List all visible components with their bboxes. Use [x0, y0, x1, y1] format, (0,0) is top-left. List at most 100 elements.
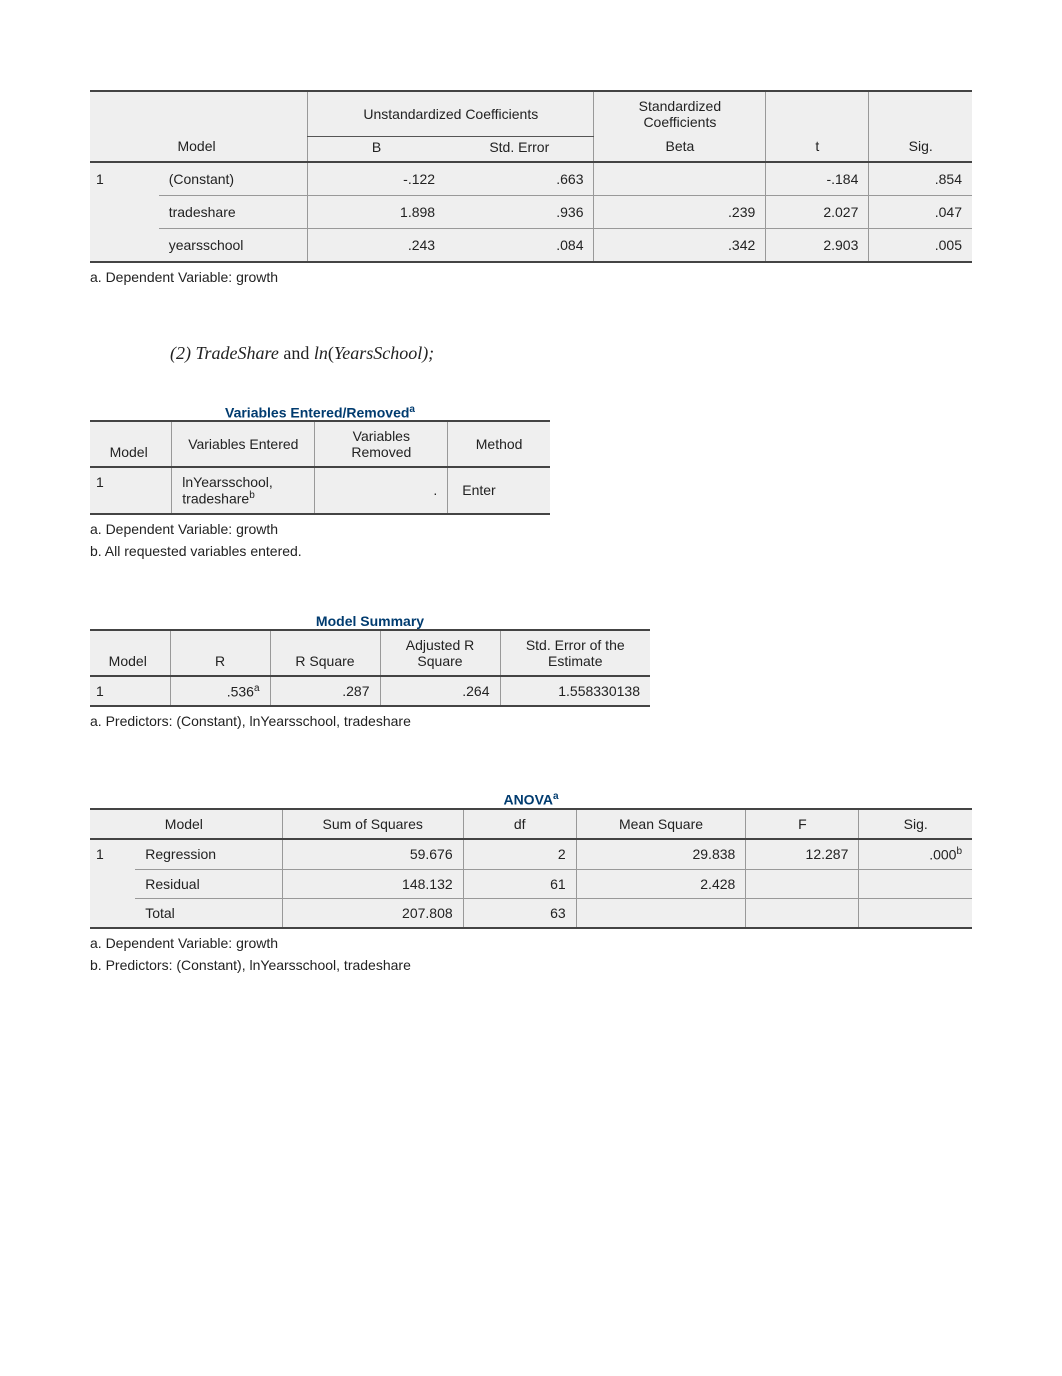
coeff-cell: .047 — [869, 195, 972, 228]
anova-cell: 29.838 — [576, 839, 746, 869]
anova-cell — [746, 898, 859, 928]
anova-row-name: Total — [135, 898, 282, 928]
vars-modelno: 1 — [90, 467, 172, 514]
adjr-top: Adjusted R — [406, 637, 474, 653]
coeff-footnote: a. Dependent Variable: growth — [90, 269, 972, 285]
header-t: t — [766, 136, 869, 162]
se-top: Std. Error of the — [526, 637, 625, 653]
anova-cell — [859, 869, 972, 898]
coeff-cell: 1.898 — [308, 195, 445, 228]
coeff-cell: -.122 — [308, 162, 445, 196]
header-model: Model — [90, 136, 308, 162]
variables-caption: Variables Entered/Removeda — [90, 404, 550, 421]
coeff-cell: .084 — [445, 228, 594, 262]
anova-head-ss: Sum of Squares — [282, 809, 463, 839]
header-sig: Sig. — [869, 136, 972, 162]
vars-entered-sup: b — [249, 490, 255, 501]
coeff-cell: -.184 — [766, 162, 869, 196]
anova-foot-b: b. Predictors: (Constant), lnYearsschool… — [90, 957, 972, 973]
anova-wrap: ANOVAa Model Sum of Squares df Mean Squa… — [90, 791, 972, 928]
coeff-cell: .854 — [869, 162, 972, 196]
coeff-row-name: tradeshare — [159, 195, 308, 228]
summary-foot-a: a. Predictors: (Constant), lnYearsschool… — [90, 713, 972, 729]
header-unstd: Unstandardized Coefficients — [308, 91, 594, 136]
anova-head-ms: Mean Square — [576, 809, 746, 839]
sec2-years: YearsSchool); — [334, 343, 434, 363]
anova-cell: 12.287 — [746, 839, 859, 869]
summary-head-adjr: Adjusted R Square — [380, 630, 500, 676]
sec2-ln: ln — [314, 343, 328, 363]
coeff-cell: 2.903 — [766, 228, 869, 262]
variables-table-wrap: Variables Entered/Removeda Model Variabl… — [90, 404, 550, 515]
coeff-cell: .663 — [445, 162, 594, 196]
anova-head-f: F — [746, 809, 859, 839]
anova-head-model: Model — [90, 809, 282, 839]
anova-cell: 2 — [463, 839, 576, 869]
anova-head-sig: Sig. — [859, 809, 972, 839]
header-std-top: Standardized Coefficients — [594, 91, 766, 136]
summary-modelno: 1 — [90, 676, 170, 707]
sec2-tradeshare: (2) TradeShare — [170, 343, 279, 363]
anova-cell — [746, 869, 859, 898]
anova-cell — [859, 898, 972, 928]
model-summary-wrap: Model Summary Model R R Square Adjusted … — [90, 613, 650, 708]
header-se: Std. Error — [445, 136, 594, 162]
summary-caption: Model Summary — [90, 613, 650, 629]
coefficients-table: Unstandardized Coefficients Standardized… — [90, 90, 972, 263]
variables-caption-sup: a — [409, 404, 415, 415]
variables-caption-text: Variables Entered/Removed — [225, 404, 409, 420]
variables-table: Model Variables Entered Variables Remove… — [90, 420, 550, 515]
summary-se: 1.558330138 — [500, 676, 650, 707]
coeff-cell — [594, 162, 766, 196]
se-bot: Estimate — [548, 653, 602, 669]
anova-cell: 63 — [463, 898, 576, 928]
coeff-cell: .243 — [308, 228, 445, 262]
coeff-row-name: (Constant) — [159, 162, 308, 196]
anova-foot-a: a. Dependent Variable: growth — [90, 935, 972, 951]
vars-entered-l2: tradeshare — [182, 491, 249, 507]
anova-caption-sup: a — [553, 791, 559, 802]
summary-rsq: .287 — [270, 676, 380, 707]
anova-cell: 148.132 — [282, 869, 463, 898]
section-2-heading: (2) TradeShare and ln(YearsSchool); — [170, 343, 972, 364]
anova-table: Model Sum of Squares df Mean Square F Si… — [90, 808, 972, 929]
anova-cell: 2.428 — [576, 869, 746, 898]
coeff-cell: .342 — [594, 228, 766, 262]
anova-cell: .000b — [859, 839, 972, 869]
anova-cell: 59.676 — [282, 839, 463, 869]
vars-head-method: Method — [448, 421, 550, 467]
anova-row-name: Regression — [135, 839, 282, 869]
vars-head-model: Model — [90, 421, 172, 467]
summary-head-se: Std. Error of the Estimate — [500, 630, 650, 676]
vars-entered: lnYearsschool, tradeshareb — [172, 467, 315, 514]
anova-cell — [576, 898, 746, 928]
model-summary-table: Model R R Square Adjusted R Square Std. … — [90, 629, 650, 708]
vars-foot-a: a. Dependent Variable: growth — [90, 521, 972, 537]
sec2-and: and — [279, 343, 314, 363]
summary-head-r: R — [170, 630, 270, 676]
vars-entered-l1: lnYearsschool, — [182, 474, 273, 490]
anova-modelno: 1 — [90, 839, 135, 928]
summary-head-rsq: R Square — [270, 630, 380, 676]
anova-sig-sup: b — [956, 846, 962, 857]
vars-method: Enter — [448, 467, 550, 514]
vars-foot-b: b. All requested variables entered. — [90, 543, 972, 559]
coeff-cell: 2.027 — [766, 195, 869, 228]
anova-head-df: df — [463, 809, 576, 839]
summary-head-model: Model — [90, 630, 170, 676]
coeff-row-name: yearsschool — [159, 228, 308, 262]
anova-caption: ANOVAa — [90, 791, 972, 808]
anova-row-name: Residual — [135, 869, 282, 898]
vars-head-removed: Variables Removed — [315, 421, 448, 467]
coeff-cell: .936 — [445, 195, 594, 228]
anova-caption-text: ANOVA — [503, 792, 553, 808]
header-b: B — [308, 136, 445, 162]
coefficients-table-wrap: Unstandardized Coefficients Standardized… — [90, 90, 972, 263]
coeff-cell: .005 — [869, 228, 972, 262]
adjr-bot: Square — [417, 653, 462, 669]
coeff-modelno: 1 — [90, 162, 159, 262]
header-beta: Beta — [594, 136, 766, 162]
summary-r: .536a — [170, 676, 270, 707]
vars-removed: . — [315, 467, 448, 514]
summary-r-sup: a — [254, 683, 260, 694]
